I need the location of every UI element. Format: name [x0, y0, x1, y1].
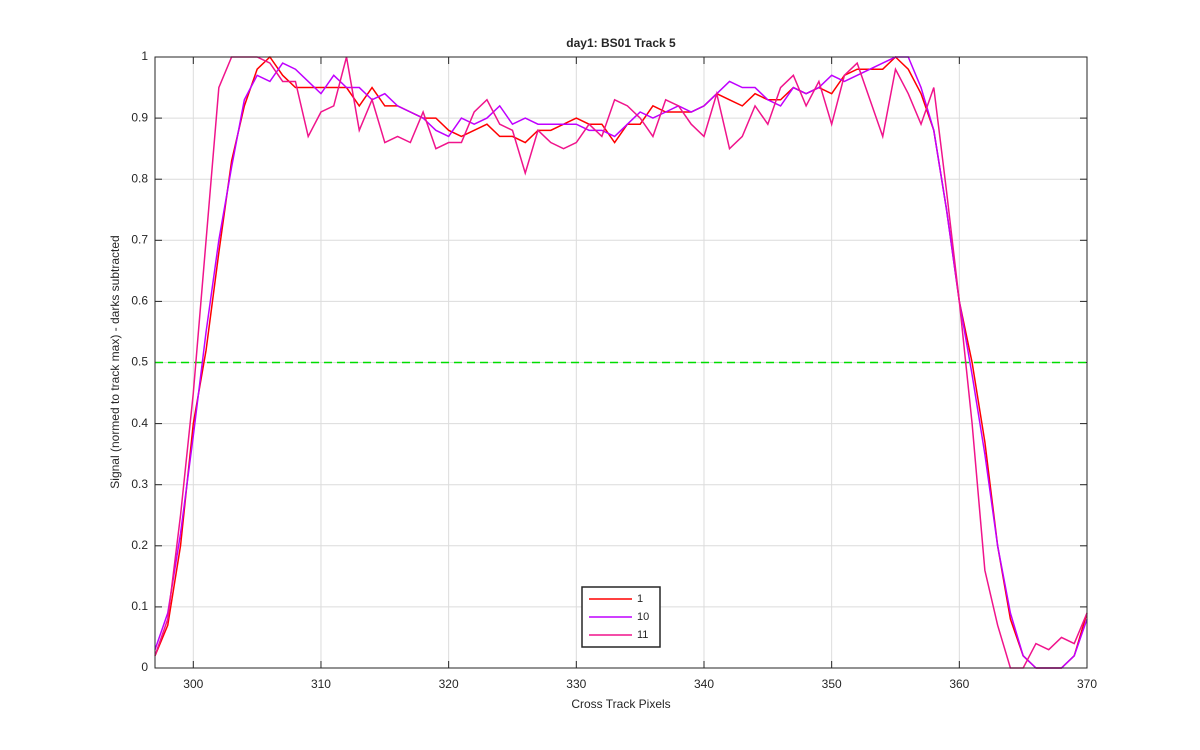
x-tick-label: 340	[694, 677, 714, 691]
y-axis-label: Signal (normed to track max) - darks sub…	[108, 235, 122, 488]
x-tick-label: 330	[566, 677, 586, 691]
x-tick-label: 320	[439, 677, 459, 691]
chart-title: day1: BS01 Track 5	[566, 36, 676, 50]
y-tick-label: 0	[141, 660, 148, 674]
line-series	[154, 56, 1088, 669]
x-axis-label: Cross Track Pixels	[571, 697, 670, 711]
y-tick-label: 0.9	[131, 110, 148, 124]
line-series	[154, 56, 1088, 669]
y-tick-label: 0.6	[131, 294, 148, 308]
x-tick-label: 360	[949, 677, 969, 691]
legend-label: 11	[637, 629, 648, 641]
x-tick-label: 350	[822, 677, 842, 691]
legend: 1 10 11	[581, 586, 661, 648]
x-tick-label: 300	[183, 677, 203, 691]
y-tick-label: 0.7	[131, 232, 148, 246]
y-tick-label: 0.1	[131, 599, 148, 613]
y-tick-label: 0.3	[131, 477, 148, 491]
y-tick-label: 0.2	[131, 538, 148, 552]
plot-frame	[154, 56, 1088, 669]
y-tick-label: 0.4	[131, 416, 148, 430]
legend-label: 1	[637, 593, 643, 605]
y-tick-label: 0.5	[131, 355, 148, 369]
x-tick-label: 370	[1077, 677, 1097, 691]
x-tick-label: 310	[311, 677, 331, 691]
y-tick-label: 0.8	[131, 171, 148, 185]
y-tick-label: 1	[141, 49, 148, 63]
legend-label: 10	[637, 611, 649, 623]
